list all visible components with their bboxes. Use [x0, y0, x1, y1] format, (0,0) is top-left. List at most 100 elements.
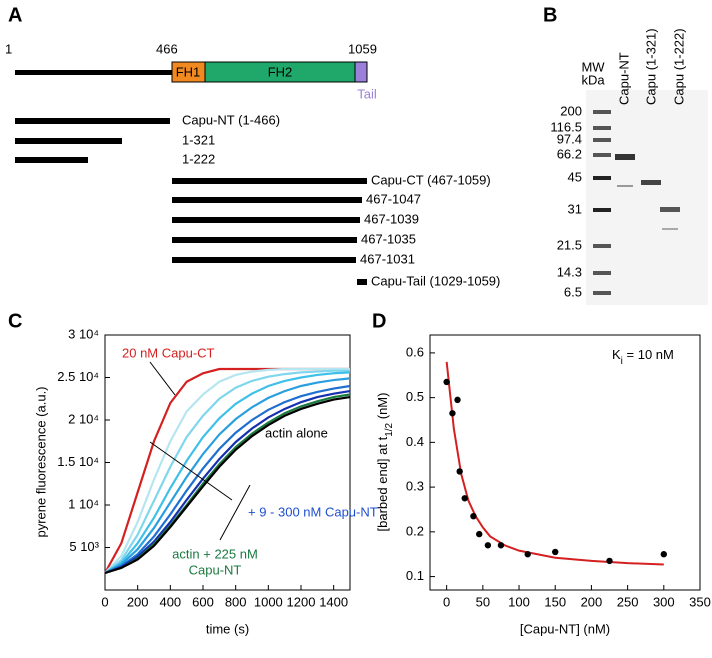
point	[443, 378, 450, 386]
y-tick-label: 2 10⁴	[68, 411, 99, 426]
annotation-sub: i	[621, 356, 623, 367]
ladder-band	[593, 244, 611, 248]
construct-bar	[172, 178, 367, 184]
annotation: Capu-NT	[189, 562, 242, 577]
curve	[104, 390, 351, 575]
y-tick-label: 0.3	[406, 479, 424, 494]
band	[662, 228, 678, 230]
point	[461, 495, 468, 502]
x-tick-label: 50	[476, 594, 490, 609]
construct-label: Capu-NT (1-466)	[182, 112, 280, 127]
marker-label: 45	[568, 169, 582, 184]
marker-label: 21.5	[557, 237, 582, 252]
axis-title: [barbed end] at t1/2 (nM)	[375, 393, 394, 532]
curve	[104, 367, 350, 574]
marker-label: 31	[568, 201, 582, 216]
construct-bar	[15, 138, 122, 144]
domain-label: Tail	[357, 86, 377, 101]
gel	[586, 90, 708, 305]
y-tick-label: 0.5	[406, 389, 424, 404]
band	[617, 185, 633, 187]
band	[615, 154, 635, 160]
construct-label: 467-1039	[364, 211, 419, 226]
point	[476, 530, 483, 538]
y-tick-label: 3 10⁴	[68, 326, 99, 341]
plot-frame	[429, 334, 701, 591]
x-tick-label: 100	[508, 594, 530, 609]
panel-label: B	[543, 4, 557, 26]
x-tick-label: 600	[192, 594, 214, 609]
y-tick-label: 0.6	[406, 344, 424, 359]
x-tick-label: 0	[443, 594, 450, 609]
x-tick-label: 400	[159, 594, 181, 609]
x-tick-label: 200	[127, 594, 149, 609]
marker-label: 200	[560, 103, 582, 118]
band	[641, 180, 661, 185]
x-tick-label: 1400	[319, 594, 348, 609]
x-tick-label: 300	[653, 594, 675, 609]
point	[484, 542, 492, 549]
annotation-main: K	[612, 347, 621, 362]
annotation-line	[219, 484, 251, 541]
y-tick-label: 0.4	[406, 434, 424, 449]
axis-title: time (s)	[206, 621, 249, 636]
point	[497, 542, 505, 549]
annotation-line	[149, 441, 233, 501]
x-tick-label: 0	[101, 594, 108, 609]
y-tick-label: 5 10³	[69, 539, 99, 554]
x-tick-label: 1000	[254, 594, 283, 609]
residue-label: 466	[156, 41, 178, 56]
point	[454, 396, 461, 404]
y-tick-label: 0.1	[406, 568, 424, 583]
point	[606, 557, 613, 565]
marker-label: 97.4	[557, 131, 582, 146]
ladder-band	[593, 153, 611, 157]
marker-label: 14.3	[557, 264, 582, 279]
y-tick-label: 0.2	[406, 523, 424, 538]
x-tick-label: 150	[544, 594, 566, 609]
domain-label: FH1	[176, 64, 201, 79]
x-tick-label: 350	[689, 594, 711, 609]
lane-label: Capu-NT	[616, 52, 631, 105]
point	[470, 512, 477, 520]
ladder-band	[593, 271, 611, 275]
annotation: + 9 - 300 nM Capu-NT	[248, 504, 378, 519]
panel-c: C 0 200 400 600 800 1000 1200 1400 5 10³ 1 10⁴ 1.5 …	[8, 310, 378, 636]
construct-bar	[357, 279, 367, 285]
panel-d: D 0 50 100 150 200 250 300 350 0.1 0.2 0.3 0.4 0.5 0.6…	[372, 310, 711, 636]
marker-label: 66.2	[557, 146, 582, 161]
domain-line	[15, 70, 172, 75]
point	[552, 548, 559, 556]
x-tick-label: 200	[581, 594, 603, 609]
marker-label: 116.5	[550, 119, 582, 134]
x-tick-label: 250	[617, 594, 639, 609]
panel-label: A	[8, 4, 22, 26]
point	[456, 468, 463, 475]
annotation-rest: = 10 nM	[623, 347, 674, 362]
panel-label: D	[372, 310, 386, 332]
construct-label: 467-1047	[366, 191, 421, 206]
construct-label: 1-321	[182, 132, 215, 147]
axis-title: pyrene fluorescence (a.u.)	[33, 386, 48, 537]
construct-label: 467-1031	[360, 251, 415, 266]
axis-title: [Capu-NT] (nM)	[520, 621, 610, 636]
ladder-band	[593, 110, 611, 114]
marker-label: 6.5	[564, 284, 582, 299]
residue-label: 1	[5, 41, 12, 56]
mw-label: kDa	[581, 72, 605, 87]
curve	[104, 369, 350, 574]
axis-title-sub: 1/2	[384, 422, 395, 436]
mw-label: MW	[581, 59, 605, 74]
lane-label: Capu (1-222)	[671, 28, 686, 105]
point	[449, 410, 456, 417]
axis-title-main: [barbed end] at t	[375, 436, 390, 531]
tail-box	[354, 61, 368, 83]
curve	[104, 377, 351, 574]
construct-label: 467-1035	[361, 231, 416, 246]
band	[660, 207, 680, 212]
y-tick-label: 1.5 10⁴	[57, 454, 99, 469]
annotation: actin alone	[265, 425, 328, 440]
x-tick-label: 1200	[287, 594, 316, 609]
